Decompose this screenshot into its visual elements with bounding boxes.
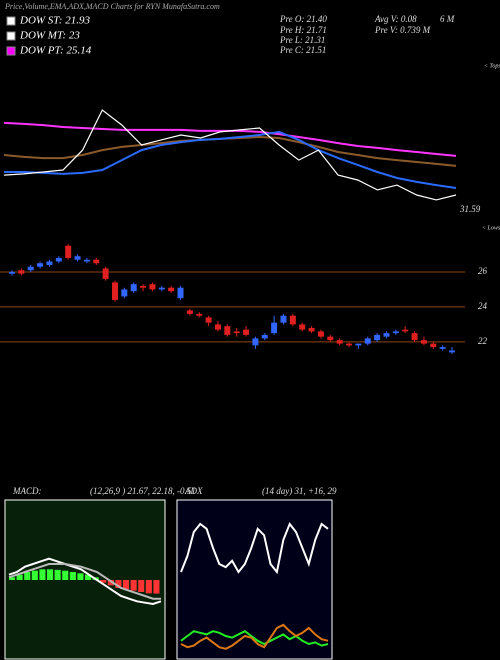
candle-body (158, 287, 165, 290)
candle-body (65, 245, 72, 258)
candle-body (364, 338, 371, 344)
stat: 6 M (440, 14, 455, 24)
candle-body (355, 343, 362, 346)
histogram-bar (16, 574, 23, 580)
series-line (180, 522, 329, 575)
candle-body (186, 310, 193, 314)
candle-body (93, 259, 100, 264)
histogram-bar (69, 572, 76, 580)
series-line (4, 130, 457, 189)
page-title: Price,Volume,EMA,ADX,MACD Charts for RYN… (4, 2, 220, 11)
panel-title: MACD: (12, 486, 42, 496)
candle-body (271, 322, 278, 334)
candle-body (346, 343, 353, 346)
candle-body (374, 334, 381, 341)
candle-body (299, 324, 306, 330)
candle-body (308, 327, 315, 332)
candle-body (420, 340, 427, 344)
panel-subtitle: (12,26,9 ) 21.67, 22.18, -0.51 (90, 486, 196, 496)
series-line (8, 557, 162, 606)
candle-body (252, 338, 259, 346)
candle-body (149, 284, 156, 290)
candle-body (214, 324, 221, 330)
legend-swatch (6, 46, 16, 56)
candle-body (196, 313, 203, 316)
candle-body (177, 287, 184, 299)
candle-body (280, 315, 287, 323)
candle-body (411, 333, 418, 341)
histogram-bar (47, 569, 54, 580)
series-line (180, 623, 329, 650)
series-line (3, 109, 457, 201)
histogram-bar (145, 580, 152, 594)
candle-body (449, 350, 455, 353)
y-tick-label: 26 (478, 266, 488, 276)
candle-body (383, 333, 390, 337)
candle-body (402, 329, 409, 332)
legend-label: DOW MT: 23 (19, 30, 80, 42)
legend-swatch (6, 16, 16, 26)
candle-body (121, 289, 128, 297)
histogram-bar (107, 580, 114, 586)
histogram-bar (39, 569, 46, 580)
candle-body (55, 257, 62, 262)
histogram-bar (24, 572, 31, 580)
histogram-bar (123, 580, 130, 590)
stat: Pre O: 21.40 (279, 14, 327, 24)
candle-body (317, 331, 324, 337)
candle-body (46, 261, 53, 265)
stat: Pre C: 21.51 (279, 45, 326, 55)
histogram-bar (85, 574, 92, 580)
legend-label: DOW PT: 25.14 (19, 45, 92, 57)
candle-body (243, 329, 250, 335)
candle-body (439, 347, 446, 349)
histogram-bar (54, 569, 61, 580)
stat: Pre H: 21.71 (279, 25, 327, 35)
panel-title: ADX (184, 486, 203, 496)
y-tick-label: 22 (478, 336, 488, 346)
candle-body (336, 340, 343, 344)
histogram-bar (115, 580, 122, 588)
candle-body (37, 263, 44, 267)
candle-body (327, 336, 334, 341)
candle-body (224, 326, 231, 335)
histogram-bar (138, 580, 145, 592)
candle-body (168, 287, 175, 292)
histogram-bar (31, 570, 38, 580)
stat: Avg V: 0.08 (374, 14, 417, 24)
candle-body (9, 271, 15, 274)
histogram-bar (130, 580, 137, 591)
candle-body (130, 284, 137, 292)
candle-body (205, 317, 212, 323)
candle-body (27, 266, 34, 271)
candle-body (140, 285, 147, 288)
legend-swatch (6, 31, 16, 41)
candle-body (18, 270, 25, 274)
candle-body (261, 334, 268, 339)
stat: Pre L: 21.31 (279, 35, 325, 45)
histogram-bar (153, 580, 160, 594)
candle-body (102, 268, 109, 279)
histogram-bar (77, 573, 84, 580)
candle-body (233, 331, 240, 334)
candle-body (83, 259, 90, 262)
candle-body (430, 343, 437, 348)
y-tick-label: 24 (478, 301, 488, 311)
histogram-bar (100, 580, 107, 583)
panel-subtitle: (14 day) 31, +16, 29 (262, 486, 337, 496)
stat: Pre V: 0.739 M (374, 25, 431, 35)
annotation: 31.59 (459, 204, 481, 214)
histogram-bar (62, 570, 69, 580)
series-line (180, 630, 329, 647)
candle-body (392, 331, 399, 334)
candle-body (111, 282, 118, 300)
candle-body (289, 315, 296, 325)
annotation: < Tops (484, 63, 500, 69)
histogram-bar (9, 577, 16, 580)
legend-label: DOW ST: 21.93 (19, 15, 90, 27)
annotation: < Lows (482, 225, 500, 231)
series-line (8, 563, 161, 600)
candle-body (74, 256, 81, 260)
